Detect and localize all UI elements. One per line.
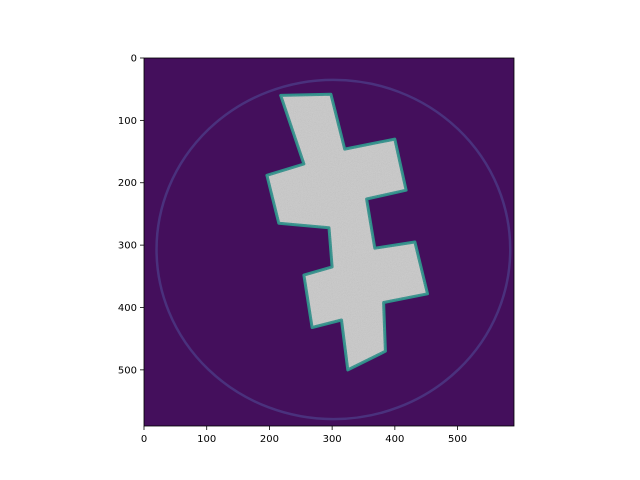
x-tick-label: 300 bbox=[323, 434, 342, 445]
x-tick-label: 100 bbox=[197, 434, 216, 445]
shapes-layer bbox=[265, 92, 429, 372]
y-tick-label: 300 bbox=[118, 241, 137, 252]
y-tick-label: 500 bbox=[118, 365, 137, 376]
axes-frame bbox=[143, 57, 515, 427]
image-area bbox=[144, 58, 514, 426]
disc-boundary bbox=[155, 78, 512, 421]
y-tick-label: 100 bbox=[118, 116, 137, 127]
y-tick-label: 200 bbox=[118, 178, 137, 189]
x-tick-label: 500 bbox=[448, 434, 467, 445]
y-tick-label: 400 bbox=[118, 303, 137, 314]
x-axis: 0 100 200 300 400 500 bbox=[141, 426, 467, 445]
y-axis: 0 100 200 300 400 500 bbox=[118, 54, 144, 376]
x-tick-label: 400 bbox=[385, 434, 404, 445]
double-cross-object-texture bbox=[266, 94, 428, 370]
x-tick-label: 0 bbox=[141, 434, 147, 445]
x-tick-label: 200 bbox=[260, 434, 279, 445]
y-tick-label: 0 bbox=[131, 54, 137, 65]
